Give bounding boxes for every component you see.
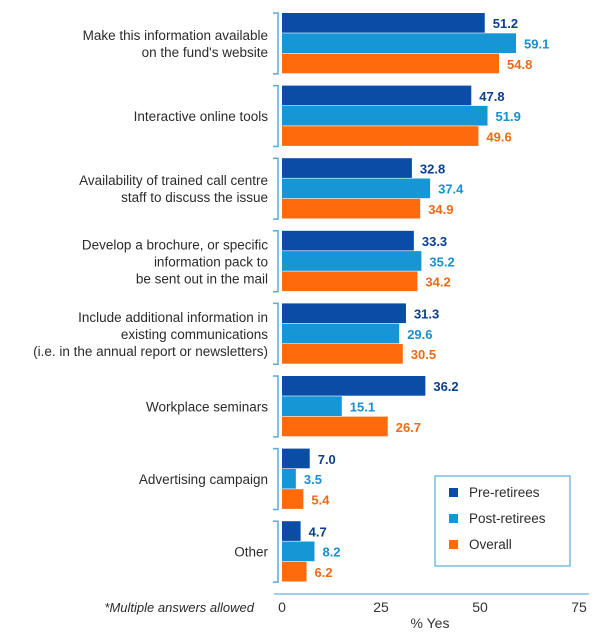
bar-post-retirees [282, 105, 488, 126]
value-label: 7.0 [318, 452, 336, 467]
bar-pre-retirees [282, 13, 485, 33]
bar-overall [282, 561, 307, 582]
value-label: 47.8 [479, 89, 504, 104]
category-label: Include additional information in [78, 310, 268, 325]
value-label: 5.4 [311, 492, 330, 507]
value-label: 29.6 [407, 327, 432, 342]
value-label: 15.1 [350, 399, 375, 414]
legend-swatch [449, 488, 458, 497]
bar-overall [282, 271, 418, 292]
value-label: 54.8 [507, 57, 532, 72]
x-tick-label: 0 [278, 599, 286, 615]
value-label: 51.9 [496, 109, 521, 124]
value-label: 6.2 [315, 565, 333, 580]
bar-post-retirees [282, 33, 517, 53]
value-label: 8.2 [322, 545, 340, 560]
legend-swatch [449, 514, 458, 523]
bar-pre-retirees [282, 85, 472, 106]
category-bracket [273, 12, 279, 75]
bar-post-retirees [282, 178, 431, 199]
category-bracket [273, 230, 279, 293]
category-label: be sent out in the mail [136, 271, 268, 286]
category-label: existing communications [121, 327, 268, 342]
value-label: 49.6 [486, 129, 511, 144]
bar-post-retirees [282, 323, 400, 344]
category-brackets [273, 12, 279, 583]
legend-label: Overall [469, 537, 512, 552]
value-label: 26.7 [396, 420, 421, 435]
bar-pre-retirees [282, 376, 426, 396]
value-label: 30.5 [411, 347, 436, 362]
category-labels: Make this information available on the fu… [33, 28, 268, 560]
value-label: 31.3 [414, 307, 439, 322]
bar-pre-retirees [282, 521, 301, 541]
category-label: staff to discuss the issue [121, 190, 268, 205]
value-label: 51.2 [493, 16, 518, 31]
category-label: Make this information available [83, 28, 268, 43]
category-bracket [273, 84, 279, 148]
category-label: Availability of trained call centre [79, 173, 268, 188]
bar-post-retirees [282, 541, 315, 562]
bar-overall [282, 489, 304, 509]
legend-swatch [449, 540, 458, 549]
bar-pre-retirees [282, 158, 412, 178]
bar-pre-retirees [282, 230, 414, 251]
bar-post-retirees [282, 396, 342, 416]
legend-label: Post-retirees [469, 511, 546, 526]
footnote: *Multiple answers allowed [104, 600, 254, 615]
value-label: 34.2 [425, 275, 450, 290]
value-label: 59.1 [524, 36, 549, 51]
category-bracket [273, 520, 279, 583]
bar-overall [282, 126, 479, 146]
legend-label: Pre-retirees [469, 485, 540, 500]
category-label: information pack to [154, 254, 268, 269]
category-label: Workplace seminars [146, 399, 268, 414]
bar-overall [282, 344, 403, 364]
bar-overall [282, 53, 500, 74]
bar-pre-retirees [282, 303, 406, 324]
value-label: 34.9 [428, 202, 453, 217]
category-label: Other [234, 545, 268, 560]
bar-pre-retirees [282, 448, 310, 469]
category-label: Interactive online tools [134, 109, 269, 124]
category-label: (i.e. in the annual report or newsletter… [33, 344, 268, 359]
bar-overall [282, 416, 388, 437]
value-labels: 51.2 59.1 54.8 47.8 51.9 49.6 32.8 37.4 34.9 33.3… [304, 16, 549, 580]
bar-post-retirees [282, 251, 422, 271]
category-label: Advertising campaign [139, 472, 268, 487]
category-label: Develop a brochure, or specific [82, 237, 268, 252]
bar-overall [282, 198, 421, 219]
value-label: 3.5 [304, 472, 322, 487]
value-label: 33.3 [422, 234, 447, 249]
value-label: 37.4 [438, 182, 464, 197]
bars [282, 13, 517, 582]
x-tick-label: 50 [472, 599, 488, 615]
x-tick-labels: 0 25 50 75 [278, 599, 587, 615]
bar-post-retirees [282, 468, 296, 489]
category-bracket [273, 447, 279, 511]
legend: Pre-retirees Post-retirees Overall [434, 475, 571, 567]
value-label: 4.7 [309, 524, 327, 539]
x-tick-label: 25 [373, 599, 389, 615]
category-bracket [273, 302, 279, 366]
category-bracket [273, 157, 279, 220]
value-label: 35.2 [429, 254, 454, 269]
x-axis-title: % Yes [411, 615, 450, 631]
x-tick-label: 75 [571, 599, 587, 615]
value-label: 32.8 [420, 161, 445, 176]
category-label: on the fund's website [142, 45, 268, 60]
category-bracket [273, 375, 279, 438]
value-label: 36.2 [433, 379, 458, 394]
